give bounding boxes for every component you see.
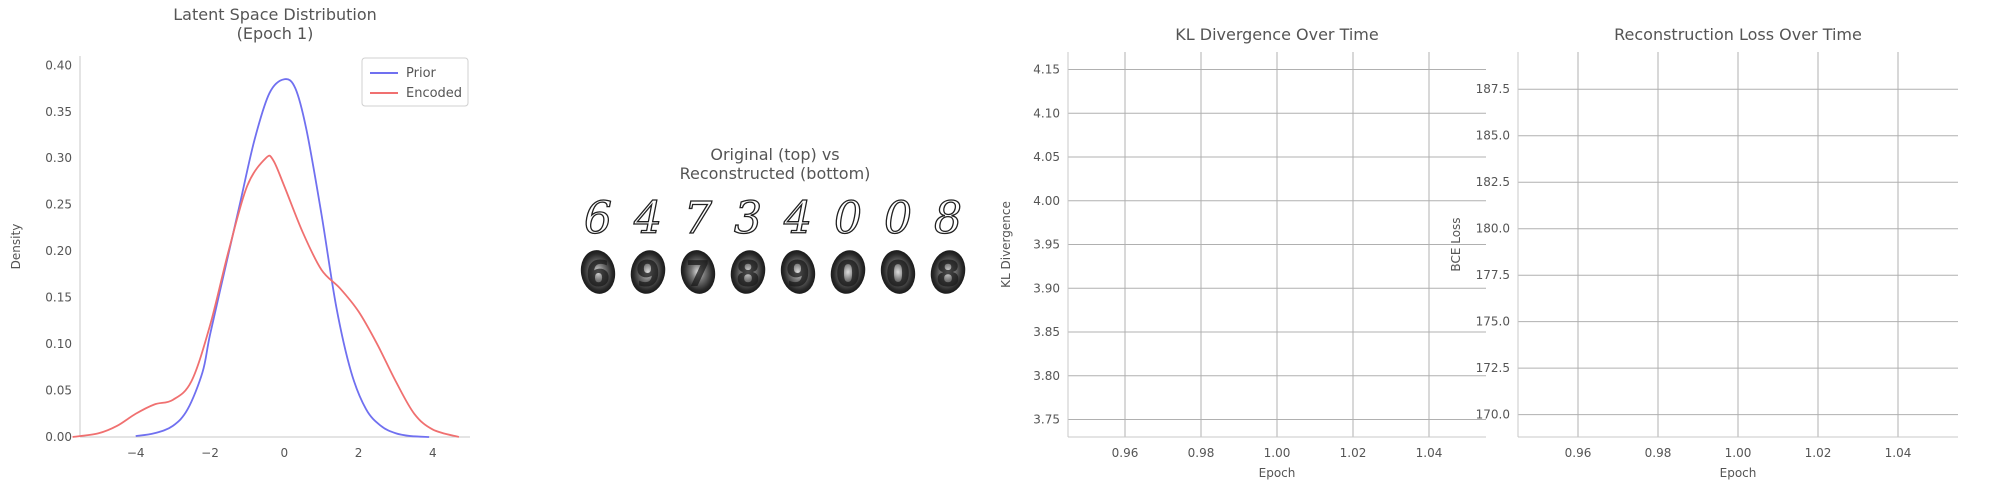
y-tick-label: 3.80 [1033,369,1060,383]
reconstructed-digit: 7 [685,254,710,295]
chart-title-line-2: (Epoch 1) [237,24,314,43]
y-tick-label: 185.0 [1476,129,1510,143]
x-tick-label: 0.96 [1112,446,1139,460]
y-tick-label: 177.5 [1476,268,1510,282]
reconstructed-digit: 0 [885,254,910,295]
x-axis-label: Epoch [1259,466,1296,480]
y-tick-label: 4.05 [1033,150,1060,164]
y-tick-label: 3.95 [1033,238,1060,252]
y-tick-label: 0.35 [45,105,72,119]
x-tick-label: 1.00 [1725,446,1752,460]
chart-panel-3: 0.96 0.98 1.00 1.02 1.04 3.75 3.80 3.85 3.90 3.95… [999,25,1486,480]
y-tick-label: 0.15 [45,291,72,305]
x-tick-label: 1.02 [1340,446,1367,460]
reconstructed-digit: 0 [835,254,860,295]
chart-title: KL Divergence Over Time [1175,25,1378,44]
reconstructed-digit-blob [830,250,866,294]
x-tick-label: 2 [355,446,363,460]
reconstructed-digit: 8 [735,254,760,295]
y-tick-label: 0.05 [45,384,72,398]
y-tick-label: 4.15 [1033,63,1060,77]
x-tick-label: 1.00 [1264,446,1291,460]
original-digit: 3 [734,193,762,244]
x-tick-label: 0.96 [1565,446,1592,460]
x-tick-label: −2 [201,446,219,460]
reconstructed-digit: 6 [585,254,610,295]
series-line-encoded [72,154,460,438]
original-digit: 0 [834,193,862,244]
x-tick-label: 0.98 [1645,446,1672,460]
y-tick-label: 187.5 [1476,82,1510,96]
original-digit: 0 [884,193,912,244]
original-digit: 7 [684,193,712,244]
y-tick-label: 0.25 [45,198,72,212]
y-tick-label: 3.90 [1033,281,1060,295]
legend-label-prior: Prior [406,66,437,81]
y-tick-label: 4.10 [1033,106,1060,120]
reconstructed-digit-blob [680,250,716,294]
x-tick-label: 1.04 [1885,446,1912,460]
reconstructed-digit-blob [730,250,766,294]
reconstructed-digit: 9 [785,254,810,295]
chart-title-line-1: Latent Space Distribution [173,5,377,24]
chart-title: Reconstruction Loss Over Time [1614,25,1862,44]
x-axis-label: Epoch [1720,466,1757,480]
y-tick-label: 3.85 [1033,325,1060,339]
y-tick-label: 0.30 [45,151,72,165]
x-tick-label: 4 [429,446,437,460]
reconstruction-title-line-1: Original (top) vs [710,145,839,164]
x-tick-label: 1.02 [1805,446,1832,460]
y-axis-label: BCE Loss [1449,217,1463,271]
y-tick-label: 172.5 [1476,361,1510,375]
y-tick-label: 3.75 [1033,413,1060,427]
y-tick-label: 180.0 [1476,222,1510,236]
chart-panel-1: −4 −2 0 2 4 0.00 0.05 0.10 0.15 0.20 0.25 0.30 0.35 0… [9,5,470,460]
original-digit: 4 [633,193,662,244]
reconstructed-digit-blob [880,250,916,294]
reconstructed-digit: 9 [635,254,660,295]
chart-panel-4: 0.96 0.98 1.00 1.02 1.04 170.0 172.5 175.0 177.5… [1449,25,1958,480]
x-tick-label: −4 [127,446,145,460]
y-tick-label: 0.40 [45,58,72,72]
x-tick-label: 0.98 [1188,446,1215,460]
y-tick-label: 170.0 [1476,408,1510,422]
y-axis-label: KL Divergence [999,201,1013,288]
y-tick-label: 0.00 [45,430,72,444]
y-axis-label: Density [9,224,23,270]
original-digit: 6 [584,193,612,244]
reconstructed-digit-blob [580,250,616,294]
reconstructed-digit: 8 [935,254,960,295]
y-tick-label: 0.20 [45,244,72,258]
legend-label-encoded: Encoded [406,86,462,101]
x-tick-label: 1.04 [1416,446,1443,460]
y-tick-label: 175.0 [1476,315,1510,329]
reconstructed-digit-blob [930,250,966,294]
y-tick-label: 0.10 [45,337,72,351]
reconstruction-title-line-2: Reconstructed (bottom) [680,164,871,183]
original-digit: 8 [934,193,962,244]
y-tick-label: 4.00 [1033,194,1060,208]
x-tick-label: 0 [280,446,288,460]
series-line-prior [135,78,430,438]
reconstructed-digit-blob [780,250,816,294]
y-tick-label: 182.5 [1476,175,1510,189]
original-digit: 4 [783,193,812,244]
reconstructed-digit-blob [630,250,666,294]
